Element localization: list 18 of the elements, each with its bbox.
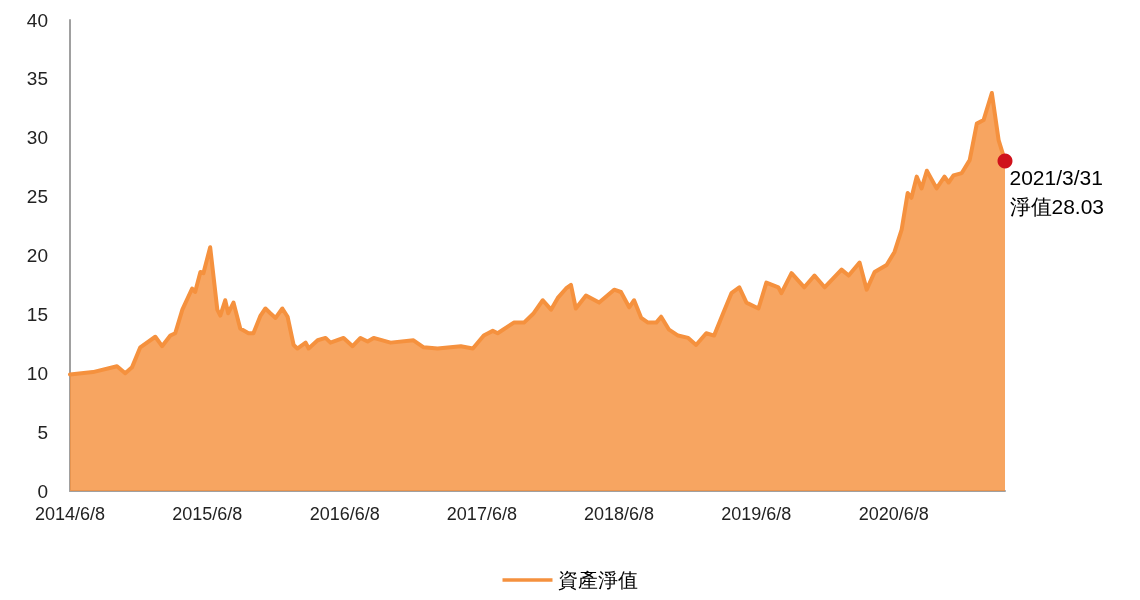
y-tick-label: 40 [26, 9, 48, 31]
x-tick-label: 2020/6/8 [858, 504, 929, 524]
y-tick-label: 0 [37, 480, 48, 502]
y-tick-label: 5 [37, 421, 48, 443]
x-tick-label: 2019/6/8 [721, 504, 792, 524]
y-tick-label: 15 [26, 303, 48, 325]
x-tick-label: 2016/6/8 [309, 504, 380, 524]
y-tick-label: 30 [26, 127, 48, 149]
x-tick-label: 2015/6/8 [172, 504, 243, 524]
x-tick-label: 2014/6/8 [34, 504, 106, 524]
x-tick-label: 2017/6/8 [446, 504, 517, 524]
x-tick-label: 2018/6/8 [584, 504, 655, 524]
y-tick-label: 20 [26, 245, 48, 266]
annotation: 2021/3/31 淨值28.03 [1009, 166, 1105, 219]
y-tick-label: 25 [26, 186, 48, 208]
legend-label: 資產淨值 [557, 569, 638, 591]
y-tick-label: 10 [26, 362, 48, 384]
y-tick-label: 35 [26, 68, 48, 90]
